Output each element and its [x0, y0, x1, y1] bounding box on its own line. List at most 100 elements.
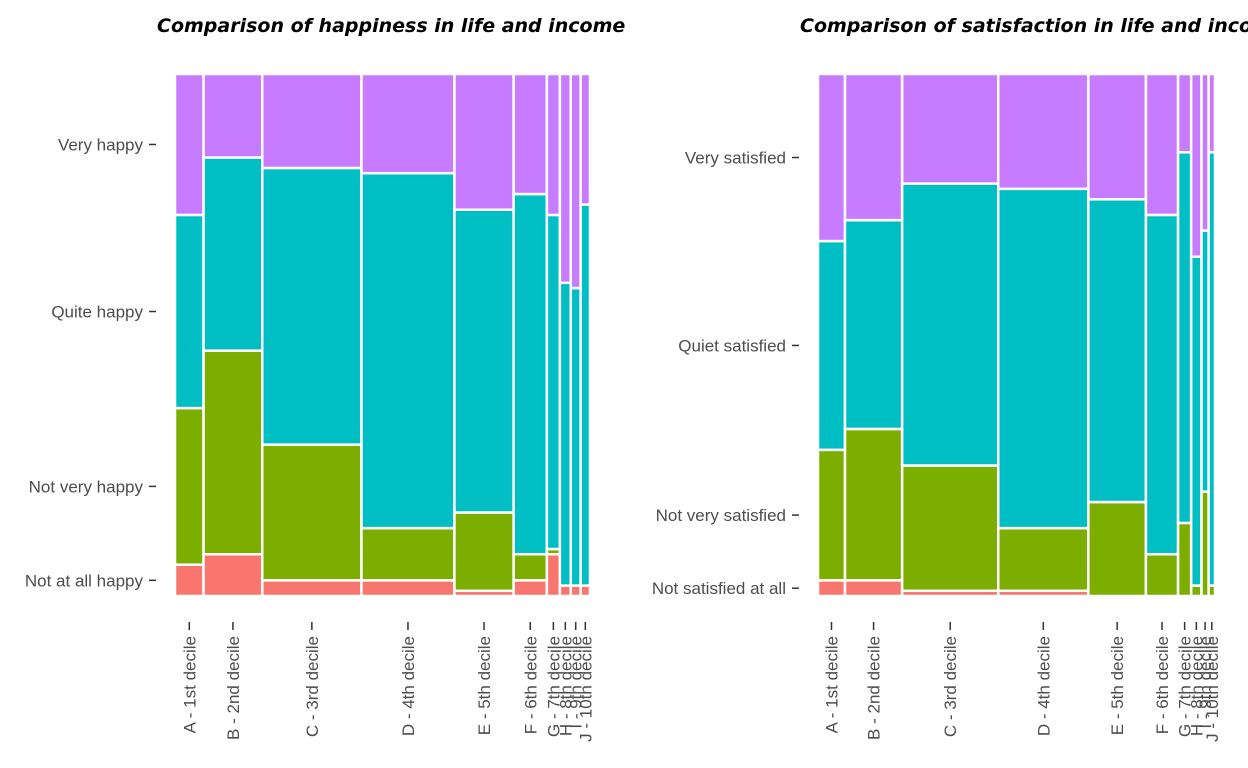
cell-b-2nd-decile-not-satisfied-at-all [843, 579, 904, 598]
cell-g-7th-decile-not-at-all-happy [545, 552, 562, 598]
y-tick-label-quiet-satisfied: Quiet satisfied [678, 336, 786, 355]
cell-a-1st-decile-not-satisfied-at-all [816, 579, 847, 598]
cell-a-1st-decile-not-at-all-happy [173, 563, 205, 598]
cell-b-2nd-decile-quiet-satisfied [843, 218, 904, 431]
cell-c-3rd-decile-not-very-satisfied [900, 464, 1000, 593]
cell-h-8th-decile-quiet-satisfied [1189, 255, 1203, 587]
y-tick-label-quite-happy: Quite happy [51, 303, 143, 322]
y-tick-label-not-at-all-happy: Not at all happy [25, 571, 144, 590]
x-tick-label-g-7th-decile: G - 7th decile [1176, 636, 1195, 737]
chart-title: Comparison of happiness in life and inco… [157, 15, 625, 37]
cell-f-6th-decile-not-at-all-happy [512, 579, 549, 598]
mosaic-cells [816, 72, 1217, 598]
mosaic-cells [173, 72, 592, 598]
cell-f-6th-decile-not-very-satisfied [1144, 552, 1180, 598]
cell-e-5th-decile-very-happy [453, 72, 515, 211]
x-tick-label-b-2nd-decile: B - 2nd decile [865, 636, 884, 740]
chart-title: Comparison of satisfaction in life and i… [800, 15, 1248, 37]
cell-c-3rd-decile-not-very-happy [261, 443, 363, 582]
x-tick-label-c-3rd-decile: C - 3rd decile [303, 636, 322, 737]
cell-g-7th-decile-not-very-satisfied [1176, 521, 1193, 598]
x-tick-label-g-7th-decile: G - 7th decile [544, 636, 563, 737]
cell-j-10th-decile-very-satisfied [1207, 72, 1217, 154]
cell-f-6th-decile-very-happy [512, 72, 549, 196]
cell-g-7th-decile-quiet-satisfied [1176, 151, 1193, 525]
cell-f-6th-decile-not-very-happy [512, 552, 549, 582]
cell-c-3rd-decile-quite-happy [261, 166, 363, 446]
cell-b-2nd-decile-very-satisfied [843, 72, 904, 222]
x-tick-label-f-6th-decile: F - 6th decile [1153, 636, 1172, 734]
cell-e-5th-decile-not-very-satisfied [1087, 500, 1148, 598]
cell-a-1st-decile-very-happy [173, 72, 205, 217]
satisfaction-mosaic-chart: Comparison of satisfaction in life and i… [652, 15, 1248, 742]
x-axis: A - 1st decile B - 2nd decile C - 3rd deci… [180, 622, 595, 742]
cell-b-2nd-decile-not-at-all-happy [202, 552, 264, 598]
cell-a-1st-decile-quiet-satisfied [816, 239, 847, 452]
y-tick-label-not-satisfied-at-all: Not satisfied at all [652, 579, 786, 598]
x-tick-label-a-1st-decile: A - 1st decile [180, 636, 199, 733]
cell-c-3rd-decile-very-happy [261, 72, 363, 170]
cell-j-10th-decile-very-happy [579, 72, 592, 206]
x-tick-label-h-8th-decile: H - 8th decile [1187, 636, 1206, 736]
cell-e-5th-decile-very-satisfied [1087, 72, 1148, 201]
cell-b-2nd-decile-very-happy [202, 72, 264, 159]
x-tick-label-a-1st-decile: A - 1st decile [822, 636, 841, 733]
cell-f-6th-decile-quite-happy [512, 192, 549, 556]
y-tick-label-not-very-satisfied: Not very satisfied [656, 506, 786, 525]
cell-h-8th-decile-not-at-all-happy [558, 584, 573, 598]
cell-d-4th-decile-quiet-satisfied [996, 187, 1090, 530]
x-tick-label-e-5th-decile: E - 5th decile [1108, 636, 1127, 735]
x-tick-label-j-10th-decile: J - 10th decile [576, 636, 595, 742]
x-tick-label-d-4th-decile: D - 4th decile [1034, 636, 1053, 736]
cell-c-3rd-decile-quiet-satisfied [900, 182, 1000, 467]
cell-j-10th-decile-not-at-all-happy [579, 584, 592, 598]
y-axis: Not satisfied at all Not very satisfied Qu… [652, 149, 799, 598]
cell-i-9th-decile-very-happy [569, 72, 582, 290]
cell-f-6th-decile-very-satisfied [1144, 72, 1180, 217]
cell-g-7th-decile-very-happy [545, 72, 562, 217]
cell-d-4th-decile-quite-happy [360, 171, 456, 530]
x-tick-label-h-8th-decile: H - 8th decile [556, 636, 575, 736]
cell-e-5th-decile-quiet-satisfied [1087, 198, 1148, 504]
cell-i-9th-decile-not-at-all-happy [569, 584, 582, 598]
cell-e-5th-decile-quite-happy [453, 208, 515, 514]
x-tick-label-i-9th-decile: I - 9th decile [1196, 636, 1215, 729]
x-tick-label-i-9th-decile: I - 9th decile [567, 636, 586, 729]
cell-c-3rd-decile-very-satisfied [900, 72, 1000, 185]
happiness-mosaic-chart: Comparison of happiness in life and inco… [25, 15, 626, 742]
cell-a-1st-decile-very-satisfied [816, 72, 847, 243]
cell-g-7th-decile-very-satisfied [1176, 72, 1193, 154]
cell-j-10th-decile-quiet-satisfied [1207, 151, 1217, 587]
cell-a-1st-decile-not-very-satisfied [816, 448, 847, 582]
y-tick-label-very-happy: Very happy [58, 135, 144, 154]
x-tick-label-e-5th-decile: E - 5th decile [475, 636, 494, 735]
y-axis: Not at all happy Not very happy Quite happ… [25, 135, 156, 590]
cell-h-8th-decile-very-satisfied [1189, 72, 1203, 258]
y-tick-label-very-satisfied: Very satisfied [685, 149, 786, 168]
x-tick-label-j-10th-decile: J - 10th decile [1203, 636, 1222, 742]
cell-i-9th-decile-quite-happy [569, 286, 582, 587]
cell-d-4th-decile-not-very-satisfied [996, 526, 1090, 593]
cell-b-2nd-decile-not-very-happy [202, 349, 264, 556]
cell-e-5th-decile-not-very-happy [453, 511, 515, 593]
cell-a-1st-decile-quite-happy [173, 213, 205, 410]
x-axis: A - 1st decile B - 2nd decile C - 3rd deci… [822, 622, 1222, 742]
cell-f-6th-decile-quiet-satisfied [1144, 213, 1180, 556]
cell-h-8th-decile-quite-happy [558, 281, 573, 587]
x-tick-label-d-4th-decile: D - 4th decile [399, 636, 418, 736]
cell-d-4th-decile-very-happy [360, 72, 456, 175]
cell-d-4th-decile-not-at-all-happy [360, 579, 456, 598]
cell-c-3rd-decile-not-at-all-happy [261, 579, 363, 598]
cell-j-10th-decile-not-very-satisfied [1207, 584, 1217, 598]
x-tick-label-c-3rd-decile: C - 3rd decile [941, 636, 960, 737]
x-tick-label-b-2nd-decile: B - 2nd decile [224, 636, 243, 740]
cell-b-2nd-decile-not-very-satisfied [843, 427, 904, 582]
cell-d-4th-decile-very-satisfied [996, 72, 1090, 191]
cell-d-4th-decile-not-very-happy [360, 526, 456, 582]
cell-a-1st-decile-not-very-happy [173, 406, 205, 566]
y-tick-label-not-very-happy: Not very happy [29, 477, 144, 496]
cell-b-2nd-decile-quite-happy [202, 156, 264, 352]
cell-h-8th-decile-not-very-satisfied [1189, 584, 1203, 598]
cell-g-7th-decile-quite-happy [545, 213, 562, 551]
